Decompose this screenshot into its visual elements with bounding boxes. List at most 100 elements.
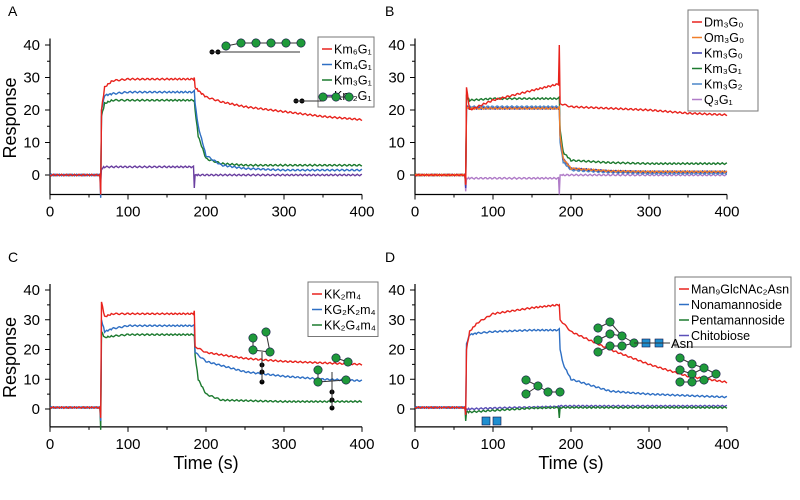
x-tick-label: 100 — [115, 436, 140, 453]
x-tick-label: 200 — [193, 204, 218, 221]
legend-label: Km₃G₁ — [704, 62, 742, 76]
y-axis-label: Response — [0, 317, 20, 398]
mannose-icon — [344, 92, 354, 102]
x-tick-label: 0 — [46, 436, 54, 453]
y-tick-label: 20 — [388, 342, 405, 359]
legend-label: Km₃G₀ — [704, 47, 743, 61]
x-tick-label: 0 — [46, 204, 54, 221]
series-line-5 — [414, 173, 728, 195]
mannose-icon — [675, 377, 685, 387]
mannose-icon — [236, 38, 246, 48]
mannose-icon — [699, 363, 709, 373]
glycan-structure-a — [209, 38, 306, 55]
y-tick-label: 30 — [23, 70, 40, 87]
series-line-0 — [49, 301, 363, 418]
series-line-0 — [414, 303, 728, 415]
legend-label: KK₂m₄ — [324, 288, 361, 302]
x-tick-label: 300 — [636, 204, 661, 221]
x-tick-label: 200 — [558, 204, 583, 221]
series-line-2 — [49, 98, 363, 182]
mannose-icon — [675, 365, 685, 375]
mannose-icon — [605, 317, 615, 327]
legend-label: Pentamannoside — [691, 314, 785, 328]
mannose-icon — [699, 375, 709, 385]
mannose-icon — [313, 365, 323, 375]
y-tick-label: 10 — [23, 135, 40, 152]
mannose-icon — [266, 38, 276, 48]
mannose-icon — [521, 375, 531, 385]
glycan-structure-man9 — [593, 317, 664, 357]
legend-label: Km₃G₁ — [334, 74, 372, 88]
y-tick-label: 30 — [388, 312, 405, 329]
y-tick-label: 40 — [23, 282, 40, 299]
asn-label: Asn — [671, 336, 693, 351]
legend-label: Q₃G₁ — [704, 93, 733, 107]
mannose-icon — [593, 335, 603, 345]
y-tick-label: 10 — [388, 135, 405, 152]
series-line-2 — [414, 405, 728, 421]
x-tick-label: 300 — [636, 436, 661, 453]
mannose-icon — [593, 347, 603, 357]
series-line-1 — [49, 88, 363, 198]
x-tick-label: 200 — [558, 436, 583, 453]
mannose-icon — [711, 369, 721, 379]
mannose-icon — [221, 41, 231, 51]
panel-b: B0 100 200 300 400010203040Dm₃G₀Om₃G₀Km₃G₀Km… — [385, 3, 759, 221]
mannose-icon — [296, 38, 306, 48]
mannose-icon — [605, 341, 615, 351]
mannose-icon — [248, 345, 258, 355]
x-tick-label: 400 — [349, 436, 374, 453]
mannose-icon — [687, 377, 697, 387]
mannose-icon — [675, 353, 685, 363]
mannose-icon — [555, 387, 565, 397]
legend-label: KG₂K₂m₄ — [324, 303, 376, 317]
mannose-icon — [543, 387, 553, 397]
x-tick-label: 200 — [193, 436, 218, 453]
mannose-icon — [687, 359, 697, 369]
panel-label: B — [385, 3, 394, 19]
panel-d: D 0 100 200 300 400 0 10 20 30 40 Time (s) Man₉GlcNA… — [385, 249, 792, 473]
mannose-icon — [605, 329, 615, 339]
y-tick-label: 20 — [23, 102, 40, 119]
y-tick-label: 40 — [388, 282, 405, 299]
glycan-structure-chitobiose — [481, 416, 502, 426]
legend-label: Km₆G₁ — [334, 43, 372, 57]
y-tick-label: 40 — [388, 37, 405, 54]
glcnac-icon — [481, 416, 491, 426]
panel-label: D — [385, 249, 395, 265]
mannose-icon — [617, 341, 627, 351]
mannose-icon — [593, 323, 603, 333]
y-tick-label: 40 — [23, 37, 40, 54]
x-axis-label: Time (s) — [173, 453, 238, 473]
series-line-3 — [49, 164, 363, 189]
y-tick-label: 10 — [23, 371, 40, 388]
y-tick-label: 0 — [32, 167, 40, 184]
y-tick-label: 10 — [388, 371, 405, 388]
x-tick-label: 100 — [480, 436, 505, 453]
legend-label: KK₂G₄m₄ — [324, 319, 376, 333]
x-tick-label: 100 — [115, 204, 140, 221]
x-axis-label: Time (s) — [538, 453, 603, 473]
x-tick-label: 300 — [271, 204, 296, 221]
legend-label: Chitobiose — [691, 329, 750, 343]
mannose-icon — [331, 353, 341, 363]
mannose-icon — [251, 38, 261, 48]
mannose-icon — [281, 38, 291, 48]
mannose-icon — [261, 327, 271, 337]
mannose-icon — [248, 333, 258, 343]
legend-label: Km₃G₂ — [704, 78, 743, 92]
series-line-1 — [414, 104, 728, 185]
x-tick-label: 400 — [714, 204, 739, 221]
y-tick-label: 0 — [32, 401, 40, 418]
panel-label: A — [8, 3, 18, 19]
x-tick-label: 300 — [271, 436, 296, 453]
y-tick-label: 20 — [23, 342, 40, 359]
legend-label: Km₄G₁ — [334, 58, 372, 72]
glycan-structure-c2 — [313, 353, 353, 411]
mannose-icon — [533, 381, 543, 391]
legend-box — [674, 276, 792, 348]
series-line-0 — [414, 44, 728, 185]
